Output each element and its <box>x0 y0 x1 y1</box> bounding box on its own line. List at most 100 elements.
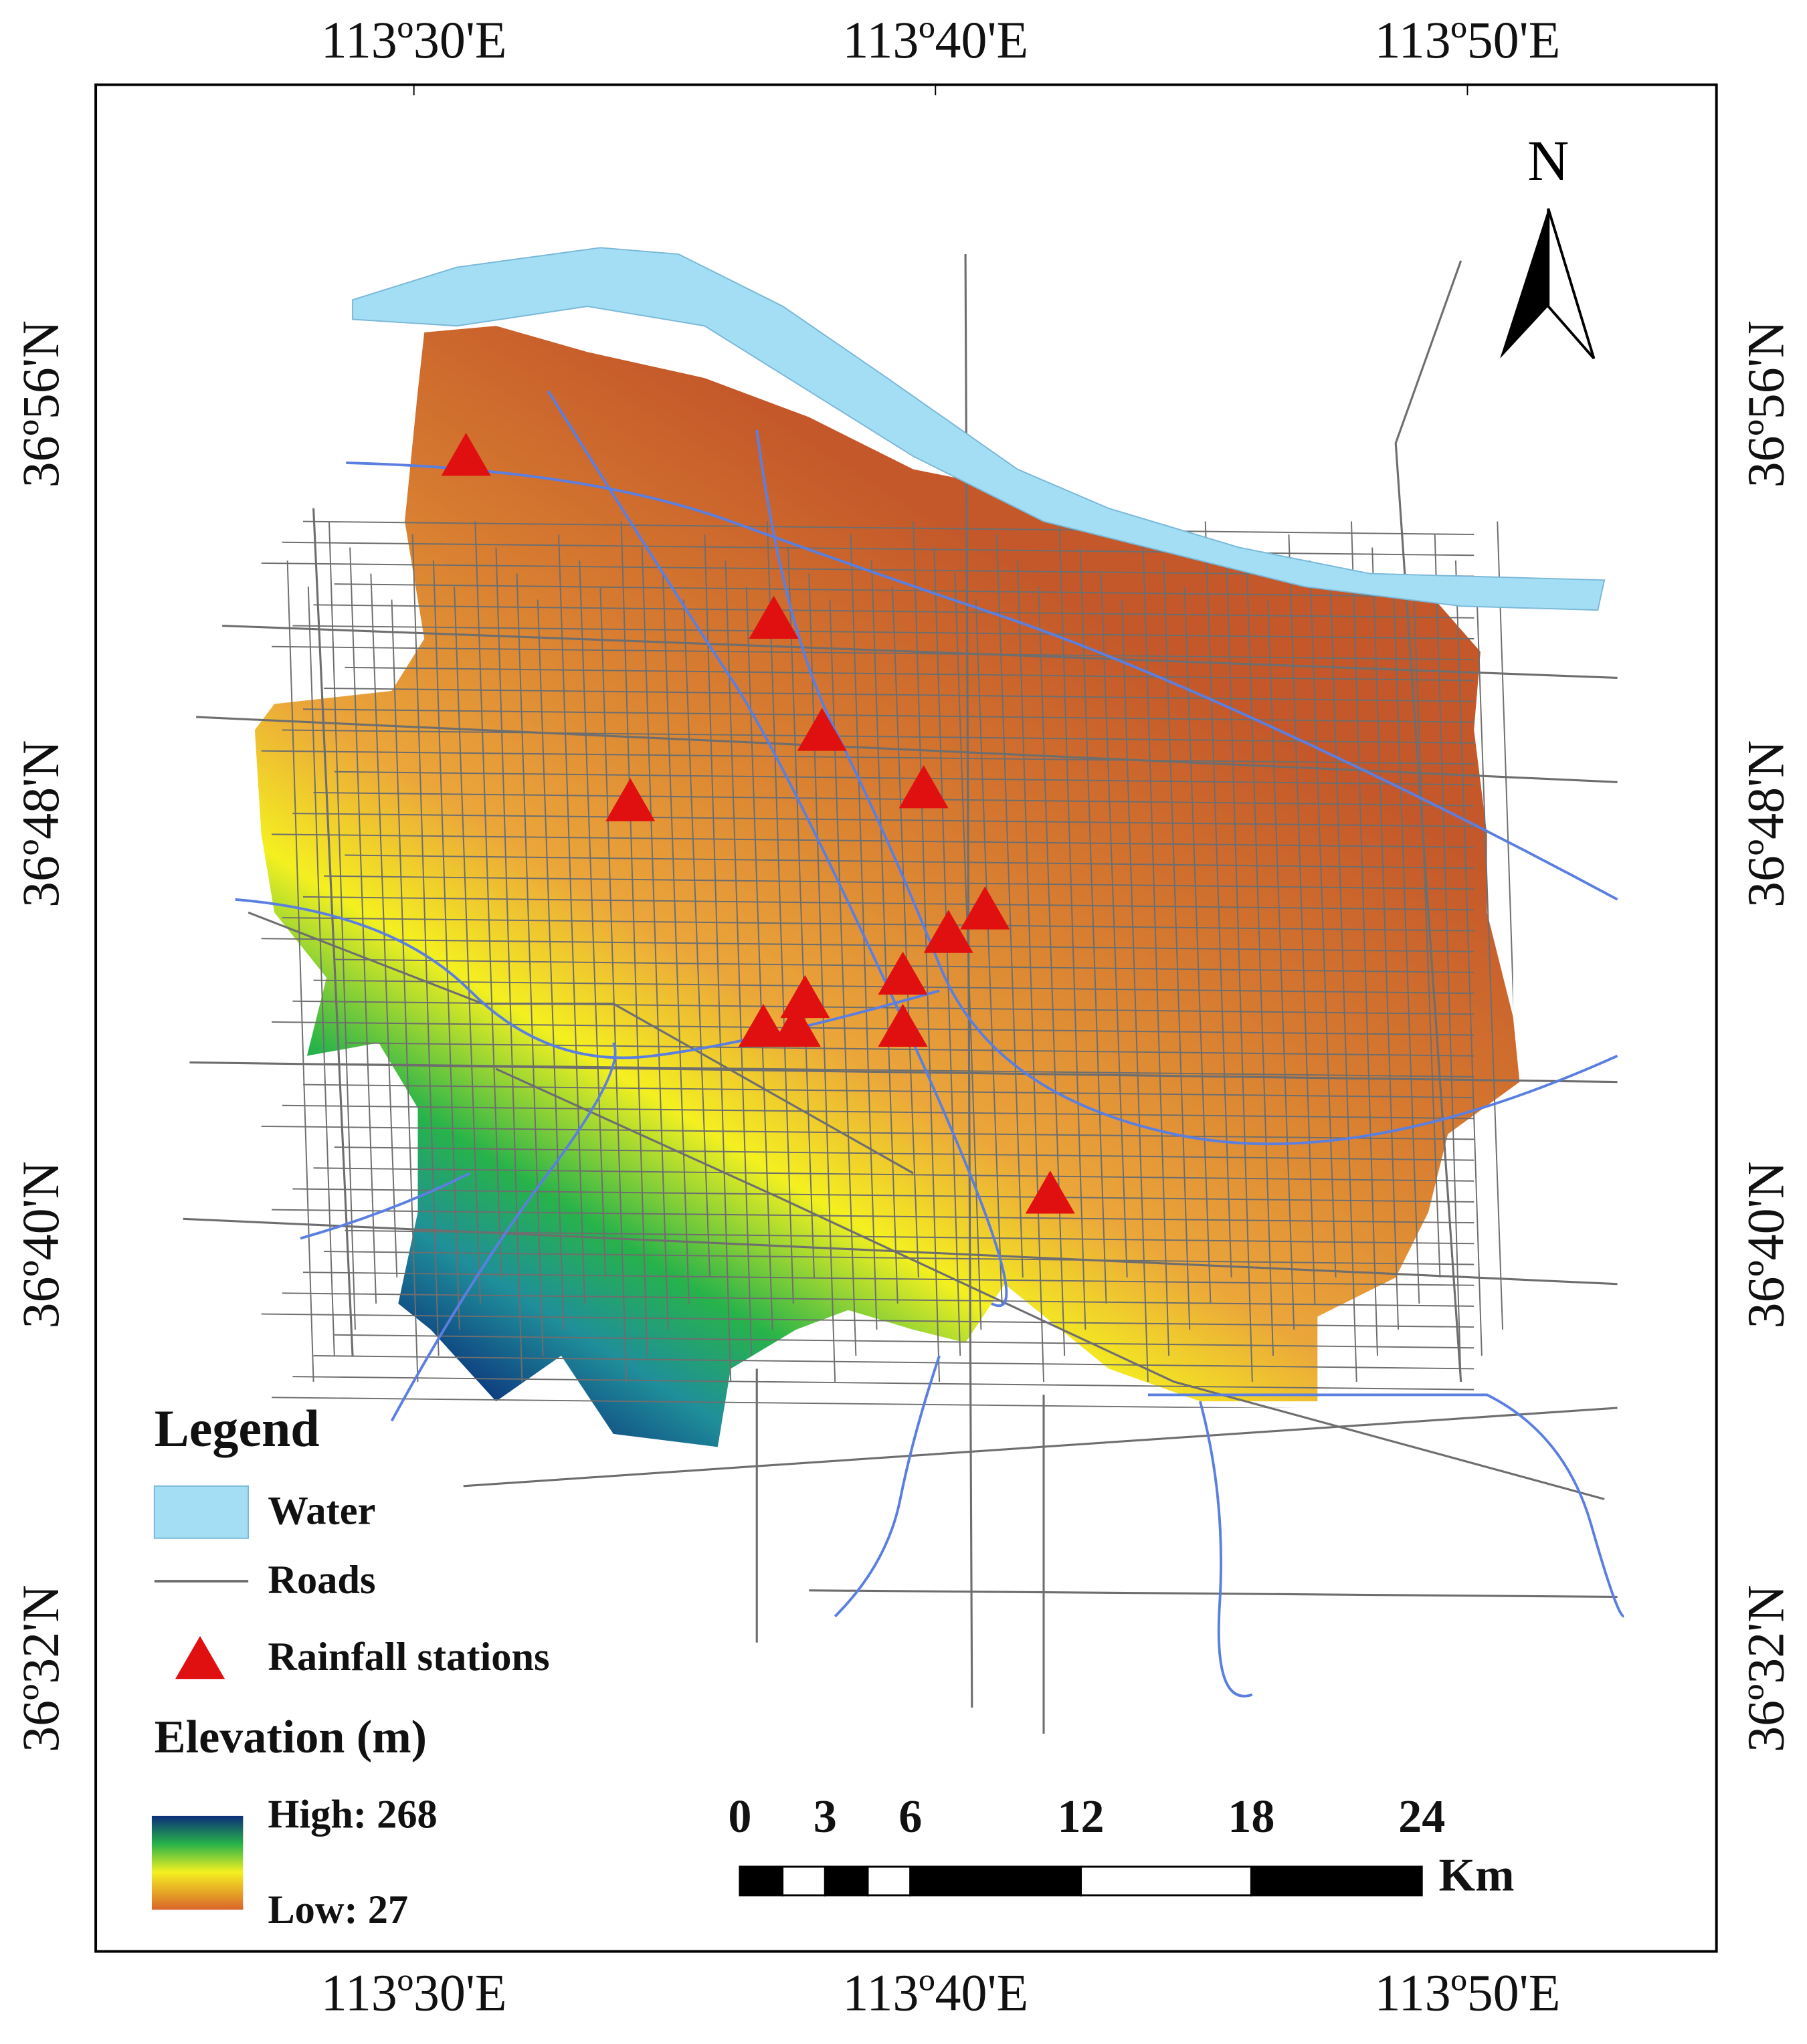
lon-label: 113º30'E <box>321 11 507 69</box>
road <box>495 1067 1605 1500</box>
north-arrow <box>1547 208 1596 360</box>
road <box>313 1167 1475 1182</box>
road <box>964 254 973 1708</box>
road <box>620 521 648 1356</box>
legend-low: Low: 27 <box>268 1887 408 1932</box>
road <box>292 1188 1475 1203</box>
road <box>248 911 914 1174</box>
road <box>302 708 1475 723</box>
road <box>282 1292 1475 1307</box>
road <box>891 587 919 1278</box>
road <box>579 560 607 1278</box>
road <box>1413 599 1441 1278</box>
lon-label: 113º40'E <box>842 11 1028 69</box>
road <box>1163 560 1191 1330</box>
river <box>300 1172 471 1240</box>
road <box>1204 521 1232 1278</box>
river <box>755 429 1618 1146</box>
road <box>662 573 690 1304</box>
road <box>1121 599 1149 1382</box>
elevation-area <box>254 326 1520 1447</box>
road <box>334 1334 1475 1349</box>
road <box>302 896 1475 911</box>
road <box>261 1125 1475 1140</box>
road <box>334 1146 1475 1161</box>
road <box>1017 560 1044 1382</box>
road <box>334 771 1475 786</box>
lat-label: 36º32'N <box>12 1585 70 1752</box>
rainfall-station <box>605 778 656 821</box>
road <box>704 534 732 1382</box>
lat-label: 36º40'N <box>12 1161 70 1328</box>
scale-segment <box>1250 1865 1423 1897</box>
roads <box>183 254 1618 1734</box>
road <box>302 520 1475 536</box>
road <box>1288 534 1316 1304</box>
road <box>307 587 335 1356</box>
road <box>463 1407 1618 1488</box>
road <box>272 1021 1475 1036</box>
road <box>324 875 1475 890</box>
road <box>272 1209 1475 1224</box>
road <box>286 560 314 1382</box>
river <box>390 1042 617 1422</box>
road <box>1392 573 1420 1304</box>
scale-segment <box>866 1865 912 1897</box>
road <box>1246 573 1274 1356</box>
scale-segment <box>824 1865 869 1897</box>
road <box>183 1217 1618 1286</box>
road <box>1394 260 1462 1383</box>
road <box>282 541 1475 556</box>
road <box>345 1042 1475 1057</box>
lat-label: 36º40'N <box>1737 1161 1794 1328</box>
scale-segment <box>1080 1865 1252 1897</box>
road <box>808 573 836 1382</box>
rainfall-station <box>960 886 1010 930</box>
road <box>1351 521 1378 1356</box>
scale-label: 0 <box>728 1791 751 1843</box>
scale-label: 24 <box>1398 1791 1445 1843</box>
road <box>1329 587 1357 1382</box>
legend-title: Legend <box>155 1400 320 1457</box>
scale-label: 18 <box>1228 1791 1274 1843</box>
lat-label: 36º56'N <box>1737 320 1794 488</box>
rainfall-station <box>1025 1170 1075 1214</box>
road <box>1079 547 1107 1304</box>
road <box>292 625 1475 639</box>
road <box>1038 587 1066 1356</box>
rainfall-station <box>923 910 973 953</box>
scale-label: 12 <box>1057 1791 1104 1843</box>
road <box>1454 560 1483 1356</box>
road <box>272 833 1475 848</box>
legend-elevation-ramp <box>151 1815 244 1910</box>
road <box>334 583 1475 598</box>
scale-bar: 0 3 6 12 18 24 Km <box>728 1791 1514 1902</box>
road <box>196 716 1618 783</box>
rainfall-station <box>441 433 491 476</box>
lat-label: 36º56'N <box>12 320 70 488</box>
road <box>432 560 460 1330</box>
road <box>324 688 1475 702</box>
road <box>1225 547 1253 1382</box>
road <box>495 547 523 1382</box>
legend-roads: Roads <box>268 1558 375 1603</box>
scale-segment <box>739 1865 784 1897</box>
north-label: N <box>1527 129 1569 193</box>
road <box>272 645 1475 661</box>
rainfall-station <box>749 595 799 639</box>
road <box>558 534 585 1304</box>
lon-label: 113º50'E <box>1375 1964 1561 2022</box>
road <box>870 560 898 1304</box>
road <box>995 534 1024 1278</box>
road <box>282 729 1475 744</box>
road <box>1100 573 1128 1278</box>
road <box>345 1229 1475 1245</box>
road <box>222 624 1618 680</box>
rainfall-station <box>780 975 830 1019</box>
lon-label: 113º30'E <box>321 1964 507 2022</box>
road <box>324 1251 1475 1265</box>
legend-water-swatch <box>153 1485 250 1539</box>
road <box>313 792 1475 807</box>
